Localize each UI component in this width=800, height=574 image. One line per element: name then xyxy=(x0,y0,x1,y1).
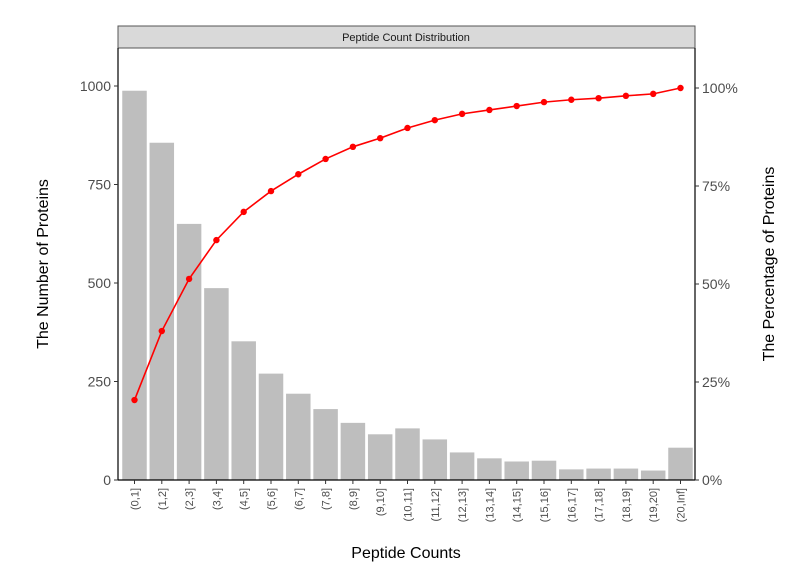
cumulative-point-(12,13] xyxy=(458,110,466,118)
y-tick-label: 1000 xyxy=(80,78,111,94)
bar-(13,14] xyxy=(477,458,502,480)
cumulative-point-(7,8] xyxy=(322,155,329,163)
x-tick-label: (20,Inf] xyxy=(676,488,688,522)
x-tick-label: (0,1] xyxy=(130,488,142,510)
bar-(1,2] xyxy=(149,142,175,480)
x-tick-label: (18,19] xyxy=(621,488,633,522)
cumulative-point-(8,9] xyxy=(349,143,357,150)
cumulative-point-(2,3] xyxy=(185,275,193,283)
x-tick-label: (7,8] xyxy=(321,488,333,510)
x-tick-label: (13,14] xyxy=(484,488,496,522)
bar-(5,6] xyxy=(258,373,284,480)
y2-tick-label: 50% xyxy=(702,276,730,292)
y2-tick-label: 100% xyxy=(702,80,738,96)
cumulative-point-(11,12] xyxy=(431,116,438,124)
y2-tick-label: 25% xyxy=(702,374,730,390)
y2-axis-label: The Percentage of Proteins xyxy=(761,167,778,362)
x-tick-label: (9,10] xyxy=(375,488,387,516)
bar-(4,5] xyxy=(231,341,256,480)
bar-(14,15] xyxy=(504,461,529,480)
chart-title: Peptide Count Distribution xyxy=(342,32,470,44)
cumulative-point-(3,4] xyxy=(213,236,220,244)
cumulative-point-(19,20] xyxy=(650,90,657,98)
x-tick-label: (16,17] xyxy=(566,488,578,522)
x-tick-label: (3,4] xyxy=(211,488,223,510)
x-tick-label: (15,16] xyxy=(539,488,551,522)
bar-(9,10] xyxy=(367,434,393,480)
cumulative-point-(16,17] xyxy=(568,96,575,103)
x-tick-label: (17,18] xyxy=(594,488,606,522)
cumulative-point-(4,5] xyxy=(240,208,247,216)
x-tick-label: (14,15] xyxy=(512,488,524,522)
cumulative-point-(18,19] xyxy=(622,92,630,100)
y-axis-label: The Number of Proteins xyxy=(35,179,52,349)
bar-(11,12] xyxy=(422,439,448,480)
x-tick-label: (10,11] xyxy=(403,488,415,521)
x-tick-label: (2,3] xyxy=(184,488,196,510)
y-tick-label: 500 xyxy=(88,275,112,291)
bar-(10,11] xyxy=(395,428,420,480)
y-tick-label: 250 xyxy=(88,374,112,390)
y2-tick-label: 75% xyxy=(702,178,730,194)
bar-(12,13] xyxy=(449,452,475,480)
cumulative-point-(13,14] xyxy=(486,106,493,114)
bar-(6,7] xyxy=(286,393,311,480)
x-tick-label: (4,5] xyxy=(239,488,251,510)
bar-(20,Inf] xyxy=(668,447,693,480)
bar-(3,4] xyxy=(204,288,229,480)
bar-(15,16] xyxy=(531,460,557,480)
bar-(2,3] xyxy=(176,223,202,480)
x-tick-label: (8,9] xyxy=(348,488,360,510)
cumulative-point-(10,11] xyxy=(404,124,411,132)
cumulative-point-(17,18] xyxy=(595,94,602,102)
cumulative-point-(0,1] xyxy=(131,396,138,404)
cumulative-point-(9,10] xyxy=(377,134,384,142)
y-tick-label: 750 xyxy=(88,177,112,193)
cumulative-point-(1,2] xyxy=(158,327,165,335)
x-axis-label: Peptide Counts xyxy=(351,545,460,562)
y-tick-label: 0 xyxy=(103,472,111,488)
x-tick-label: (5,6] xyxy=(266,488,278,510)
x-tick-label: (19,20] xyxy=(648,488,660,522)
bar-(18,19] xyxy=(613,468,639,480)
cumulative-point-(20,Inf] xyxy=(677,84,684,92)
x-tick-label: (11,12] xyxy=(430,488,442,521)
cumulative-point-(5,6] xyxy=(267,187,275,195)
bar-(16,17] xyxy=(559,469,584,480)
x-tick-label: (12,13] xyxy=(457,488,469,522)
x-tick-label: (1,2] xyxy=(157,488,169,510)
bar-(0,1] xyxy=(122,90,147,480)
bar-(7,8] xyxy=(313,409,338,480)
cumulative-point-(15,16] xyxy=(540,98,548,106)
x-tick-label: (6,7] xyxy=(293,488,305,510)
bar-(17,18] xyxy=(586,468,611,480)
bar-(8,9] xyxy=(340,422,366,480)
y2-tick-label: 0% xyxy=(702,472,722,488)
cumulative-point-(6,7] xyxy=(295,171,302,178)
cumulative-point-(14,15] xyxy=(513,102,520,110)
bar-(19,20] xyxy=(640,470,666,480)
strip-background xyxy=(117,25,696,49)
